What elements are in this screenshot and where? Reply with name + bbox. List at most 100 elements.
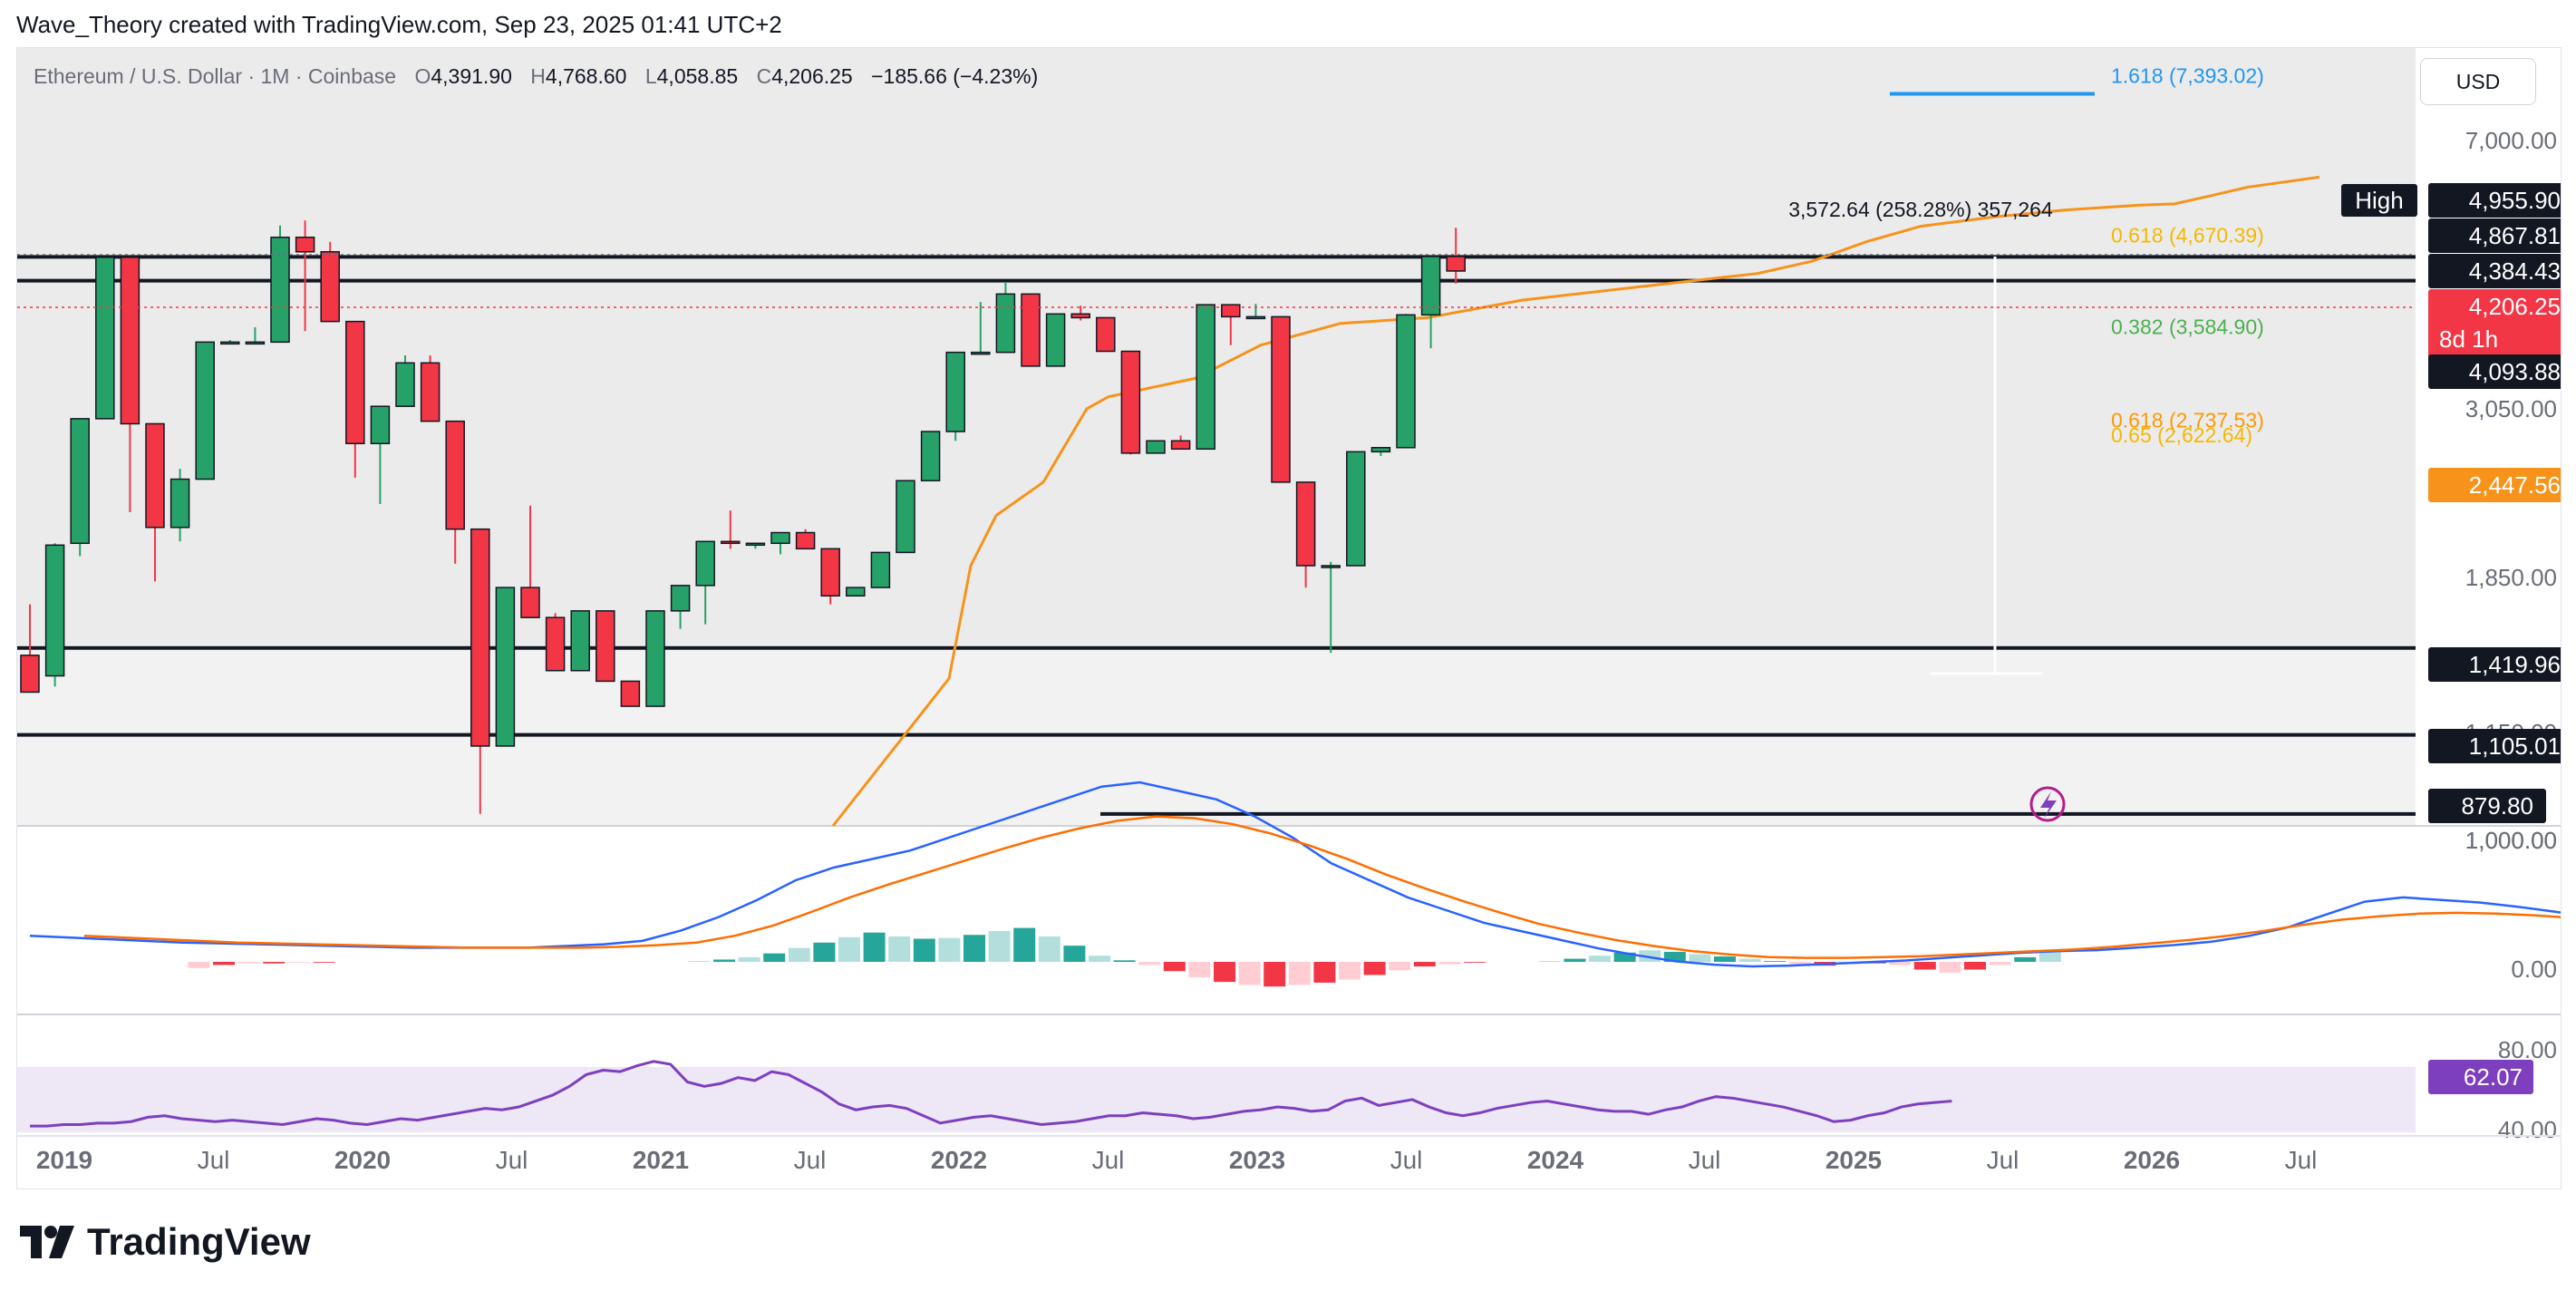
candle-body: [395, 362, 415, 407]
macd-histogram-bar: [964, 935, 985, 962]
tradingview-brand[interactable]: TradingView: [20, 1220, 311, 1264]
candle-body: [44, 544, 65, 677]
candle-body: [1271, 315, 1291, 483]
change-value: −185.66 (−4.23%): [871, 64, 1039, 88]
candle-body: [945, 351, 965, 432]
fib-level-label: 0.618 (4,670.39): [2111, 223, 2264, 247]
candle-body: [420, 362, 441, 422]
macd-histogram-bar: [1613, 952, 1636, 962]
time-axis-tick: Jul: [2285, 1146, 2318, 1174]
last-price-tag-bg: [2428, 289, 2561, 360]
price-axis-tick: 7,000.00: [2465, 127, 2557, 154]
time-axis-tick: Jul: [1987, 1146, 2019, 1174]
signal-line: [83, 815, 2561, 959]
macd-histogram-bar: [888, 936, 911, 962]
candle-body: [169, 478, 190, 529]
time-axis-tick: 2025: [1825, 1146, 1882, 1174]
last-price-tag: 4,206.25: [2469, 293, 2561, 320]
candle-body: [1295, 481, 1316, 567]
rsi-axis-tick: 40.00: [2498, 1116, 2557, 1143]
macd-histogram-bar: [863, 932, 886, 962]
price-axis-tick: 1,000.00: [2465, 827, 2557, 854]
high-label: High: [2355, 187, 2403, 214]
macd-histogram-bar: [1363, 962, 1386, 975]
candle-body: [920, 431, 941, 481]
candle-body: [1021, 293, 1041, 367]
candle-body: [1346, 451, 1366, 567]
candle-body: [721, 540, 741, 545]
countdown-tag: 8d 1h: [2439, 325, 2498, 353]
candle-body: [1420, 256, 1441, 316]
high-label: H: [530, 64, 546, 88]
candle-body: [620, 680, 641, 707]
level-price-tag-bg: [2428, 354, 2561, 389]
time-axis-tick: 2020: [334, 1146, 391, 1174]
candle-body: [1221, 304, 1241, 318]
candle-body: [245, 341, 266, 345]
ema-price-tag-bg: [2428, 468, 2561, 502]
candle-body: [495, 587, 516, 747]
candle-body: [896, 480, 915, 554]
level-price-tag: 1,105.01: [2469, 732, 2561, 760]
macd-histogram-bar: [1464, 962, 1486, 963]
flash-icon: [2029, 786, 2066, 822]
candle-body: [195, 341, 215, 480]
macd-histogram-bar: [1138, 962, 1161, 965]
fib-level-label: 0.65 (2,622.64): [2111, 423, 2252, 447]
candle-body: [971, 351, 991, 355]
macd-histogram-bar: [763, 953, 786, 962]
macd-histogram-bar: [2014, 956, 2037, 962]
macd-histogram-bar: [1188, 962, 1211, 977]
open-value: 4,391.90: [431, 64, 512, 88]
macd-histogram-bar: [1689, 954, 1711, 962]
chart-canvas[interactable]: 1.618 (7,393.02) 0.618 (4,670.39) 0.382 (3…: [17, 48, 2561, 1188]
macd-histogram-bar: [1438, 962, 1461, 965]
candle-body: [645, 610, 665, 707]
macd-histogram-bar: [188, 962, 210, 968]
time-axis-tick: Jul: [496, 1146, 528, 1174]
candle-body: [370, 405, 391, 444]
candle-body: [1170, 440, 1191, 451]
level-price-tag-bg: [2428, 254, 2561, 288]
candle-body: [1045, 313, 1066, 367]
level-price-tag-bg: [2428, 647, 2561, 682]
macd-histogram-bar: [213, 962, 235, 965]
candle-body: [795, 531, 816, 550]
macd-histogram-bar: [1238, 962, 1261, 985]
price-tag: 4,867.81: [2469, 222, 2561, 249]
rsi-line: [30, 1060, 1952, 1128]
macd-histogram-bar: [913, 938, 935, 962]
fib-level-label: 0.382 (3,584.90): [2111, 315, 2264, 338]
macd-histogram-bar: [1714, 956, 1736, 962]
candle-body: [870, 551, 891, 588]
level-price-tag-bg: [2428, 789, 2546, 823]
macd-histogram-bar: [1764, 961, 1787, 962]
macd-histogram-bar: [1389, 962, 1411, 971]
level-price-tag: 4,093.88: [2469, 358, 2561, 385]
candle-body: [1370, 447, 1391, 453]
time-axis-tick: 2022: [931, 1146, 987, 1174]
macd-histogram-bar: [1013, 927, 1036, 962]
close-value: 4,206.25: [771, 64, 853, 88]
currency-button[interactable]: USD: [2420, 58, 2536, 105]
rsi-price-tag: 62.07: [2464, 1063, 2523, 1091]
macd-axis-tick: 0.00: [2511, 956, 2557, 983]
macd-histogram-bar: [1313, 962, 1336, 983]
chart-frame[interactable]: 1.618 (7,393.02) 0.618 (4,670.39) 0.382 (3…: [16, 47, 2561, 1189]
close-label: C: [756, 64, 772, 88]
candle-body: [570, 610, 590, 672]
macd-histogram-bar: [1214, 962, 1235, 983]
macd-histogram-bar: [1788, 962, 1811, 965]
level-price-tag: 879.80: [2461, 792, 2533, 820]
candle-body: [295, 237, 315, 253]
candle-body: [1096, 316, 1116, 353]
candle-body: [145, 422, 165, 529]
macd-histogram-bar: [1063, 946, 1086, 962]
level-price-tag-bg: [2428, 729, 2561, 763]
macd-histogram-bar: [1889, 962, 1912, 965]
rsi-axis-tick: 80.00: [2498, 1036, 2557, 1063]
macd-histogram-bar: [738, 956, 760, 962]
macd-histogram-bar: [1939, 962, 1961, 973]
symbol-label[interactable]: Ethereum / U.S. Dollar · 1M · Coinbase: [34, 64, 397, 88]
macd-histogram-bar: [287, 962, 310, 963]
